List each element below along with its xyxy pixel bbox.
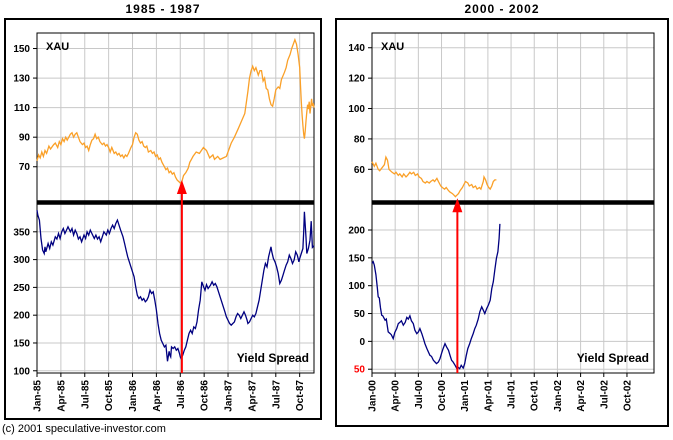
- x-tick-label: Jul-00: [414, 380, 425, 409]
- spread-y-tick-label: 300: [13, 255, 30, 266]
- x-tick-label: Jan-00: [368, 380, 379, 412]
- spread-y-tick-label: 50: [354, 309, 366, 320]
- yield-spread-series-line: [36, 209, 315, 362]
- x-tick-label: Oct-86: [200, 380, 211, 412]
- x-tick-label: Oct-87: [295, 380, 306, 412]
- xau-y-tick-label: 150: [13, 44, 30, 55]
- chart-frame-2000-2002: XAU Yield Spread 60 80 100 120 140 50 0 50 100 150 2…: [335, 18, 669, 427]
- xau-y-tick-label: 140: [348, 43, 365, 54]
- signal-arrow-head: [452, 198, 463, 213]
- x-tick-label: Jul-87: [271, 380, 282, 409]
- yield-spread-panel-label: Yield Spread: [577, 351, 649, 365]
- xau-y-tick-label: 60: [354, 165, 366, 176]
- x-tick-label: Oct-85: [104, 380, 115, 412]
- x-tick-label: Jul-85: [80, 380, 91, 409]
- chart-title-2000-2002: 2000 - 2002: [464, 2, 540, 16]
- spread-y-tick-label: 150: [348, 253, 365, 264]
- chart-frame-1985-1987: XAU Yield Spread 70 90 110 130 150 100 150 200 250…: [4, 18, 322, 420]
- x-tick-label: Jan-87: [224, 380, 235, 412]
- xau-y-tick-label: 80: [354, 134, 366, 145]
- copyright-text: (c) 2001 speculative-investor.com: [2, 423, 166, 435]
- xau-y-tick-label: 70: [19, 162, 31, 173]
- x-tick-label: Jan-86: [128, 380, 139, 412]
- yield-spread-panel-label: Yield Spread: [237, 351, 309, 365]
- spread-y-tick-label: 200: [348, 226, 365, 237]
- yield-spread-series-line: [371, 223, 501, 370]
- xau-y-tick-label: 130: [13, 74, 30, 85]
- chart-title-1985-1987: 1985 - 1987: [125, 2, 201, 16]
- spread-y-tick-label: 0: [359, 337, 365, 348]
- x-tick-label: Apr-85: [56, 380, 67, 412]
- x-tick-label: Apr-01: [483, 380, 494, 412]
- x-tick-label: Oct-01: [530, 380, 541, 412]
- xau-y-tick-label: 110: [14, 103, 31, 114]
- signal-arrow-head: [176, 180, 187, 194]
- x-tick-label: Apr-00: [391, 380, 402, 412]
- x-tick-label: Apr-87: [247, 380, 258, 412]
- x-tick-label: Jul-02: [599, 380, 610, 409]
- x-tick-label: Jul-01: [507, 380, 518, 409]
- xau-panel-label: XAU: [46, 41, 69, 53]
- xau-series-line: [36, 37, 315, 184]
- xau-series-line: [371, 155, 497, 198]
- spread-y-tick-label: 150: [13, 339, 30, 350]
- x-tick-label: Jan-02: [553, 380, 564, 412]
- spread-y-tick-label: 50: [354, 365, 366, 376]
- x-tick-label: Oct-00: [437, 380, 448, 412]
- x-tick-label: Apr-02: [576, 380, 587, 412]
- x-tick-label: Apr-86: [152, 380, 163, 412]
- x-tick-label: Jan-01: [460, 380, 471, 412]
- xau-y-tick-label: 90: [19, 133, 31, 144]
- spread-y-tick-label: 250: [13, 283, 30, 294]
- x-tick-label: Jan-85: [33, 380, 44, 412]
- xau-y-tick-label: 120: [348, 74, 365, 85]
- chart-canvas-2000-2002: XAU Yield Spread 60 80 100 120 140 50 0 50 100 150 2…: [348, 32, 655, 412]
- xau-panel-label: XAU: [381, 41, 404, 53]
- spread-y-tick-label: 200: [13, 311, 30, 322]
- spread-y-tick-label: 100: [13, 366, 30, 377]
- x-tick-label: Jul-86: [176, 380, 187, 409]
- spread-y-tick-label: 350: [13, 227, 30, 238]
- chart-canvas-1985-1987: XAU Yield Spread 70 90 110 130 150 100 150 200 250…: [13, 32, 315, 412]
- spread-y-tick-label: 100: [348, 281, 365, 292]
- xau-y-tick-label: 100: [348, 104, 365, 115]
- x-tick-label: Oct-02: [623, 380, 634, 412]
